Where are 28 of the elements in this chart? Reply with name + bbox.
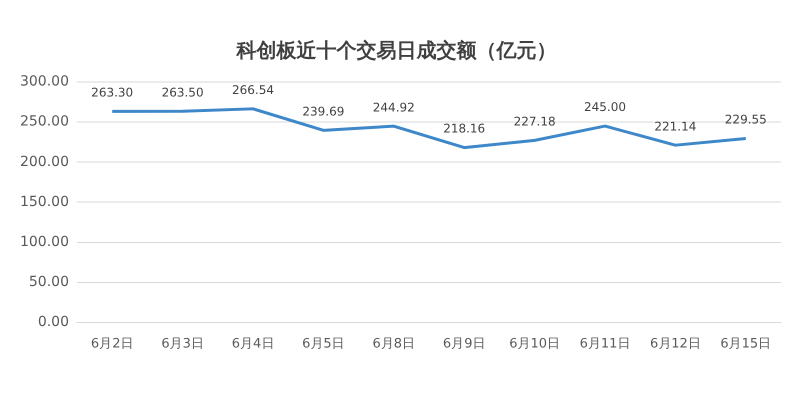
- data-label: 239.69: [302, 104, 344, 118]
- y-tick-label: 100.00: [20, 234, 69, 250]
- y-tick-label: 0.00: [38, 314, 69, 330]
- x-tick-label: 6月10日: [509, 336, 560, 352]
- x-tick-label: 6月4日: [232, 336, 274, 352]
- data-label: 245.00: [584, 100, 626, 114]
- x-tick-label: 6月15日: [720, 336, 772, 352]
- x-tick-label: 6月8日: [372, 336, 416, 352]
- x-tick-label: 6月12日: [650, 336, 701, 352]
- x-tick-label: 6月5日: [302, 336, 345, 352]
- y-tick-label: 200.00: [20, 154, 69, 170]
- data-label: 263.50: [162, 85, 204, 100]
- y-tick-label: 50.00: [28, 274, 69, 290]
- data-label: 266.54: [232, 82, 274, 97]
- y-tick-label: 300.00: [20, 74, 69, 90]
- chart-title: 科创板近十个交易日成交额（亿元）: [236, 38, 556, 62]
- data-label: 221.14: [654, 119, 696, 134]
- data-label: 218.16: [443, 122, 486, 136]
- x-tick-label: 6月3日: [161, 336, 204, 352]
- data-label: 263.30: [91, 86, 134, 100]
- y-tick-label: 150.00: [20, 194, 69, 210]
- data-label: 244.92: [372, 100, 415, 114]
- data-label: 227.18: [514, 114, 556, 128]
- data-label: 229.55: [724, 112, 767, 127]
- x-tick-label: 6月2日: [90, 336, 134, 352]
- y-tick-label: 250.00: [20, 114, 69, 130]
- x-tick-label: 6月9日: [442, 336, 486, 352]
- x-tick-label: 6月11日: [580, 336, 630, 352]
